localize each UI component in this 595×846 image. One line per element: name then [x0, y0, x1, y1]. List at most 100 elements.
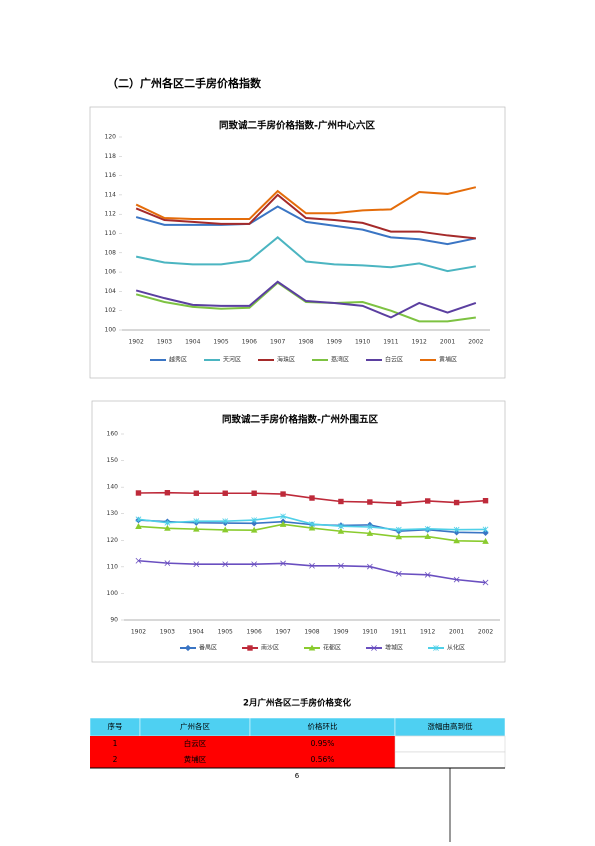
y-tick-label: 140 — [107, 484, 119, 491]
point — [482, 579, 489, 586]
x-tick-label: 1902 — [131, 629, 146, 636]
point — [193, 490, 200, 496]
header-text: 序号 — [108, 721, 123, 731]
legend-label: 白云区 — [385, 356, 403, 364]
legend-label: 从化区 — [447, 644, 465, 652]
chart-frame — [91, 400, 506, 663]
point — [337, 527, 345, 534]
point — [482, 537, 489, 544]
point — [164, 560, 171, 567]
point — [309, 495, 315, 501]
point — [251, 561, 258, 568]
point — [338, 498, 344, 505]
cell-text: 白云区 — [184, 738, 207, 748]
point — [366, 563, 373, 570]
line — [135, 193, 476, 240]
y-tick-label: 110 — [107, 563, 119, 570]
body-cell — [140, 736, 250, 752]
y-tick-label: 160 — [107, 431, 119, 438]
cell-text: 2 — [113, 755, 118, 764]
x-tick-label: 1902 — [129, 339, 144, 346]
point — [482, 526, 489, 533]
point — [222, 561, 229, 568]
legend-label: 天河区 — [223, 356, 241, 364]
body-cell — [394, 751, 506, 769]
point — [193, 525, 200, 532]
x-tick-label: 1910 — [355, 339, 370, 346]
header-text: 广州各区 — [180, 721, 210, 731]
x-tick-label: 1905 — [213, 339, 228, 346]
point — [279, 520, 287, 527]
x-tick-label: 1905 — [218, 629, 233, 636]
legend-label: 花都区 — [323, 644, 341, 652]
y-tick-label: 104 — [105, 288, 117, 295]
line — [135, 186, 477, 221]
chart-title: 同致诚二手房价格指数-广州中心六区 — [219, 120, 375, 132]
point — [338, 562, 344, 569]
x-tick-label: 2001 — [449, 629, 464, 636]
x-tick-label: 1903 — [157, 339, 172, 346]
point — [424, 525, 431, 532]
point — [164, 519, 171, 526]
y-tick-label: 114 — [105, 191, 117, 198]
x-tick-label: 1906 — [247, 629, 262, 636]
point — [251, 517, 258, 523]
legend-label: 黄埔区 — [439, 356, 457, 364]
point — [164, 490, 171, 496]
point — [308, 524, 316, 531]
point — [309, 521, 315, 527]
x-tick-label: 1908 — [298, 339, 313, 346]
point — [164, 524, 171, 531]
legend-label: 荔湾区 — [331, 356, 349, 364]
x-tick-label: 1904 — [189, 629, 204, 636]
x-tick-label: 1911 — [391, 629, 406, 636]
x-tick-label: 1907 — [270, 339, 285, 346]
y-tick-label: 108 — [105, 249, 117, 256]
point — [222, 490, 228, 496]
point — [424, 571, 431, 578]
x-tick-label: 1904 — [185, 339, 200, 346]
point — [395, 526, 402, 533]
point — [222, 518, 229, 525]
x-tick-label: 1912 — [412, 339, 427, 346]
x-tick-label: 2002 — [468, 339, 483, 346]
x-tick-label: 2001 — [440, 339, 455, 346]
x-tick-label: 1906 — [242, 339, 257, 346]
point — [135, 490, 142, 496]
legend-label: 越秀区 — [169, 356, 187, 364]
line — [135, 280, 477, 319]
legend-marker — [184, 644, 192, 652]
point — [309, 562, 315, 569]
y-tick-label: 120 — [107, 537, 119, 544]
point — [280, 513, 286, 520]
cell-text: 0.95% — [311, 739, 335, 748]
legend-marker — [433, 645, 439, 651]
legend-marker — [371, 645, 377, 651]
cell-text: 1 — [113, 739, 118, 748]
body-cell — [90, 736, 140, 752]
point — [366, 529, 374, 536]
x-tick-label: 2002 — [478, 629, 493, 636]
point — [482, 529, 489, 537]
y-tick-label: 100 — [107, 590, 119, 597]
point — [367, 499, 373, 505]
point — [250, 526, 258, 533]
legend-marker — [247, 645, 253, 651]
legend-label: 南沙区 — [261, 644, 279, 652]
point — [453, 526, 460, 533]
y-tick-label: 150 — [107, 457, 119, 464]
point — [453, 499, 460, 506]
y-tick-label: 130 — [107, 510, 119, 517]
point — [396, 500, 402, 507]
y-tick-label: 120 — [105, 134, 117, 141]
point — [424, 533, 431, 540]
point — [280, 491, 286, 497]
legend-marker — [308, 644, 316, 651]
point — [193, 518, 200, 525]
x-tick-label: 1907 — [275, 629, 290, 636]
point — [135, 523, 142, 529]
point — [366, 524, 373, 530]
y-tick-label: 112 — [105, 211, 117, 218]
legend-label: 增城区 — [385, 644, 403, 652]
x-tick-label: 1909 — [333, 629, 348, 636]
